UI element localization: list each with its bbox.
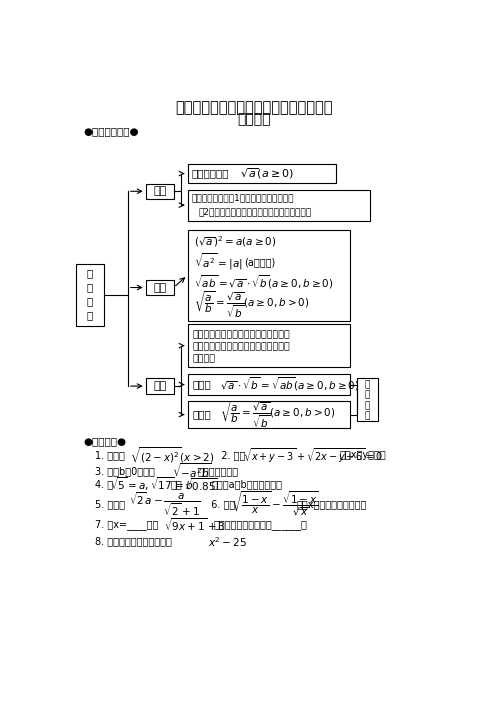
Text: 算: 算 — [365, 411, 370, 420]
Text: 二: 二 — [87, 269, 93, 279]
Text: 二次根式: 二次根式 — [238, 112, 271, 126]
Text: $\sqrt{x+y-3}+\sqrt{2x-y+6}=0$: $\sqrt{x+y-3}+\sqrt{2x-y+6}=0$ — [243, 446, 382, 465]
Text: 概念: 概念 — [153, 186, 166, 197]
Text: ●习题练习●: ●习题练习● — [84, 437, 126, 446]
Text: 3. 已知b＞0，化简: 3. 已知b＞0，化简 — [95, 466, 154, 476]
Bar — [187, 373, 350, 395]
Text: 根式，再将被开方数相同的二次根式进: 根式，再将被开方数相同的二次根式进 — [192, 343, 290, 351]
Text: ，求x，y的值。: ，求x，y的值。 — [339, 451, 386, 461]
Text: $\sqrt{5}=a, \sqrt{17}=b$: $\sqrt{5}=a, \sqrt{17}=b$ — [110, 476, 193, 494]
Bar — [187, 164, 336, 183]
Text: 定义：形如：: 定义：形如： — [191, 168, 229, 178]
Text: $\sqrt{-a^2b}$: $\sqrt{-a^2b}$ — [172, 462, 211, 480]
Text: 根: 根 — [87, 296, 93, 306]
Text: 最新九年级数学必考要点分类汇编完整版: 最新九年级数学必考要点分类汇编完整版 — [176, 100, 333, 115]
Text: $\sqrt{ab} = \sqrt{a}\cdot\sqrt{b}(a \geq 0, b \geq 0)$: $\sqrt{ab} = \sqrt{a}\cdot\sqrt{b}(a \ge… — [194, 273, 333, 291]
Bar — [146, 378, 174, 394]
Text: 运: 运 — [365, 401, 370, 410]
Text: ，则: ，则 — [171, 479, 182, 489]
Text: $(\sqrt{a})^2 = a(a \geq 0)$: $(\sqrt{a})^2 = a(a \geq 0)$ — [194, 234, 276, 249]
Text: $x^2 - 25$: $x^2 - 25$ — [208, 535, 247, 548]
Text: (a为实数): (a为实数) — [244, 257, 275, 267]
Bar — [146, 183, 174, 199]
Text: 除法：: 除法： — [192, 409, 211, 420]
Text: $\sqrt{\dfrac{a}{b}} = \dfrac{\sqrt{a}}{\sqrt{b}}(a \geq 0, b > 0)$: $\sqrt{\dfrac{a}{b}} = \dfrac{\sqrt{a}}{… — [194, 290, 310, 320]
Text: 加减法：先将二次根式化成最简的二次: 加减法：先将二次根式化成最简的二次 — [192, 330, 290, 339]
Text: 运算: 运算 — [153, 381, 166, 391]
Text: 式: 式 — [87, 310, 93, 320]
Text: 8. 在实数范围内分解因式：: 8. 在实数范围内分解因式： — [95, 536, 172, 547]
Bar — [187, 402, 350, 428]
Text: $\sqrt{a}(a \geq 0)$: $\sqrt{a}(a \geq 0)$ — [240, 166, 294, 181]
Text: （2）被开方数中不含能开尽方的因数或因式。: （2）被开方数中不含能开尽方的因数或因式。 — [198, 208, 311, 216]
Bar — [146, 280, 174, 296]
Bar — [187, 324, 350, 367]
Text: $\sqrt{a}\cdot\sqrt{b} = \sqrt{ab}(a \geq 0, b \geq 0)$: $\sqrt{a}\cdot\sqrt{b} = \sqrt{ab}(a \ge… — [220, 376, 360, 393]
Text: 合: 合 — [365, 391, 370, 400]
Bar — [187, 230, 350, 321]
Text: $\sqrt{a^2} = |a|$: $\sqrt{a^2} = |a|$ — [194, 252, 243, 272]
Text: 的值最小，最小值是：______。: 的值最小，最小值是：______。 — [214, 519, 308, 530]
Text: 2. 已知: 2. 已知 — [215, 451, 246, 461]
Bar — [76, 265, 104, 326]
Text: 混: 混 — [365, 380, 370, 390]
Text: 最简二次根式：（1）被开方数不含分母；: 最简二次根式：（1）被开方数不含分母； — [191, 194, 294, 203]
Text: $\sqrt{\dfrac{1-x}{x}} - \dfrac{\sqrt{1-x}}{\sqrt{x}}$: $\sqrt{\dfrac{1-x}{x}} - \dfrac{\sqrt{1-… — [231, 489, 319, 518]
Text: 次: 次 — [87, 282, 93, 293]
Text: 1. 化简：: 1. 化简： — [95, 451, 124, 461]
Text: $\sqrt{(2-x)^2}(x > 2)$: $\sqrt{(2-x)^2}(x > 2)$ — [130, 446, 215, 465]
Text: 的值用a、b表示为多少？: 的值用a、b表示为多少？ — [212, 479, 283, 489]
Text: ●知识网络图表●: ●知识网络图表● — [84, 126, 139, 136]
Text: 的结果是多少？: 的结果是多少？ — [197, 466, 239, 476]
Text: 6. 式子: 6. 式子 — [205, 499, 236, 509]
Text: 行合并。: 行合并。 — [192, 355, 215, 364]
Text: $\sqrt{2}a - \dfrac{a}{\sqrt{2}+1}$: $\sqrt{2}a - \dfrac{a}{\sqrt{2}+1}$ — [128, 490, 200, 518]
Text: 性质: 性质 — [153, 282, 166, 293]
Text: 中的x的取值范围是多少？: 中的x的取值范围是多少？ — [297, 499, 367, 509]
Text: $\sqrt{9x+1}+3$: $\sqrt{9x+1}+3$ — [164, 517, 226, 533]
Bar — [357, 378, 378, 420]
Text: 4. 若: 4. 若 — [95, 479, 113, 489]
Text: 7. 当x=____时，: 7. 当x=____时， — [95, 519, 158, 530]
Bar — [187, 190, 371, 220]
Text: 乘法：: 乘法： — [192, 380, 211, 390]
Text: 5. 化简：: 5. 化简： — [95, 499, 124, 509]
Text: $\sqrt{\dfrac{a}{b}} = \dfrac{\sqrt{a}}{\sqrt{b}}(a \geq 0, b > 0)$: $\sqrt{\dfrac{a}{b}} = \dfrac{\sqrt{a}}{… — [220, 399, 336, 430]
Text: $\sqrt{0.85}$: $\sqrt{0.85}$ — [184, 476, 218, 493]
